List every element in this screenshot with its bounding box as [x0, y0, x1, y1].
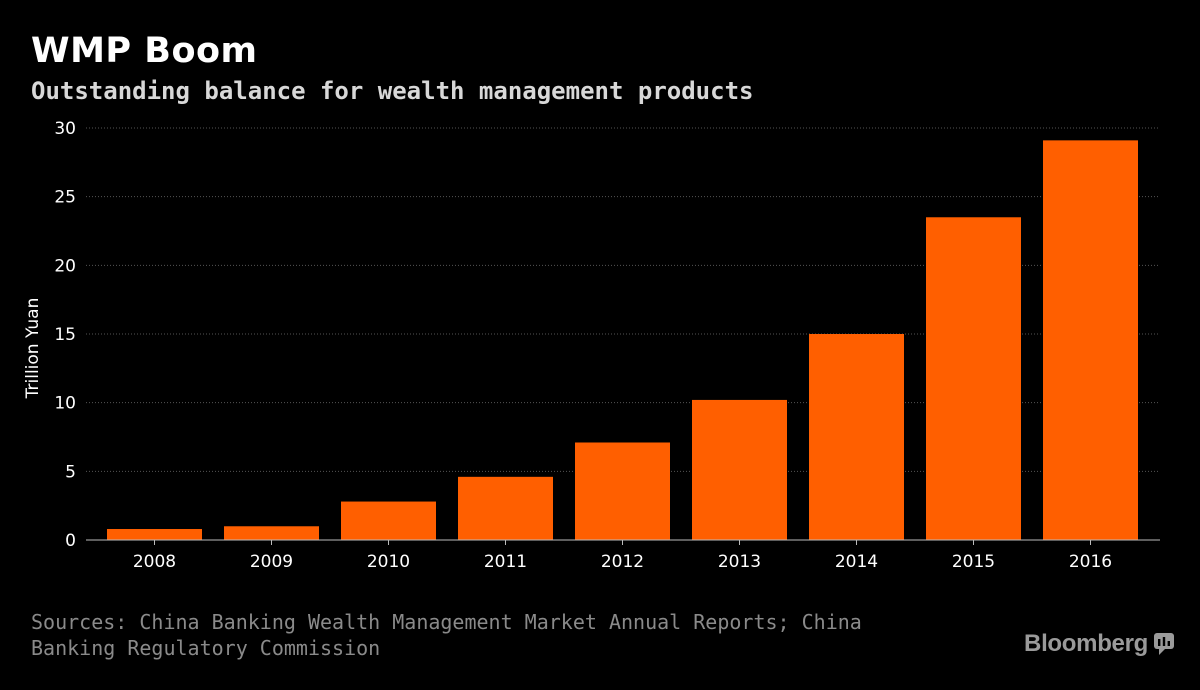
x-tick-label: 2008: [133, 552, 176, 572]
bar-2013: [692, 399, 787, 540]
y-tick-label: 10: [54, 394, 76, 414]
y-tick-label: 25: [54, 188, 76, 208]
x-tick-label: 2011: [484, 552, 527, 572]
source-note: Sources: China Banking Wealth Management…: [31, 610, 862, 660]
y-tick-label: 5: [65, 462, 76, 482]
bar-2012: [575, 442, 670, 540]
terminal-icon: [1154, 633, 1174, 655]
x-tick-label: 2016: [1069, 552, 1112, 572]
x-tick-label: 2013: [718, 552, 761, 572]
x-tick-label: 2009: [250, 552, 293, 572]
x-tick-label: 2010: [367, 552, 410, 572]
y-tick-label: 0: [65, 531, 76, 551]
brand-logo: Bloomberg: [1024, 630, 1174, 658]
bar-2008: [107, 529, 202, 540]
bar-2014: [809, 334, 904, 540]
bar-2016: [1043, 140, 1138, 541]
y-tick-label: 20: [54, 256, 76, 276]
chart-subtitle: Outstanding balance for wealth managemen…: [31, 77, 754, 105]
bar-2009: [224, 526, 319, 540]
x-tick-labels: 2008 2009 2010 2011 2012 2013 2014 2015 2016: [133, 540, 1112, 572]
y-tick-label: 30: [54, 119, 76, 139]
x-tick-label: 2015: [952, 552, 995, 572]
y-axis-label: Trillion Yuan: [23, 298, 43, 400]
bar-2010: [341, 501, 436, 540]
brand-name: Bloomberg: [1024, 630, 1148, 657]
bars: [107, 140, 1138, 541]
x-tick-label: 2012: [601, 552, 644, 572]
bar-2011: [458, 476, 553, 540]
y-tick-label: 15: [54, 325, 76, 345]
y-tick-labels: 0 5 10 15 20 25 30: [54, 119, 76, 551]
chart-title: WMP Boom: [31, 31, 258, 71]
bar-2015: [926, 217, 1021, 540]
x-tick-label: 2014: [835, 552, 878, 572]
